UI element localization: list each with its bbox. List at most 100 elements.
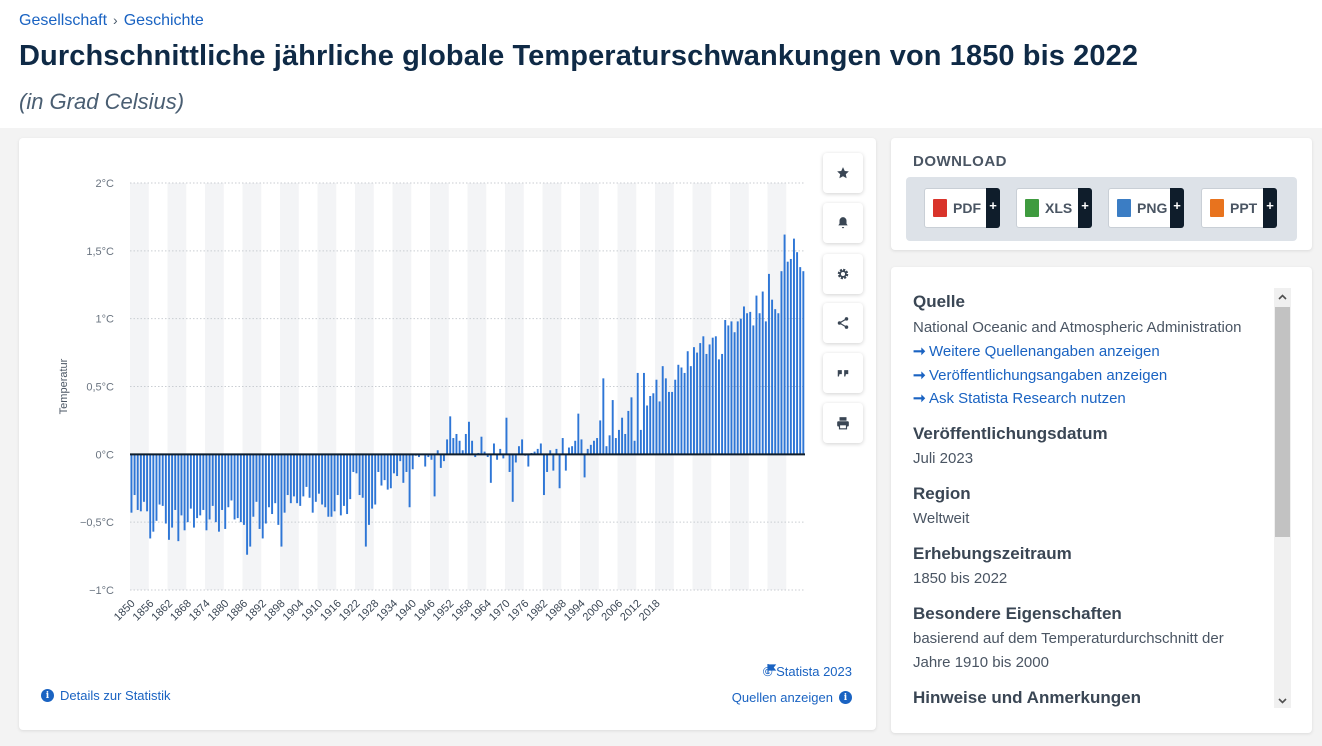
- bar-1865: [177, 454, 180, 542]
- more-sources-link[interactable]: ➞ Weitere Quellenangaben anzeigen: [913, 340, 1263, 364]
- sources-link[interactable]: Quellen anzeigen i: [732, 690, 852, 705]
- settings-button[interactable]: [823, 254, 863, 294]
- bar-1913: [327, 454, 330, 517]
- bar-1894: [268, 454, 270, 508]
- bar-2027: [683, 372, 686, 455]
- bar-1918: [343, 454, 345, 506]
- print-button[interactable]: [823, 403, 863, 443]
- publication-info-link[interactable]: ➞ Veröffentlichungsangaben anzeigen: [913, 364, 1263, 388]
- download-xls-button[interactable]: XLS +: [1016, 188, 1092, 228]
- more-sources-label: Weitere Quellenangaben anzeigen: [929, 343, 1160, 360]
- scrollbar-thumb[interactable]: [1275, 307, 1290, 537]
- bar-1855: [146, 454, 149, 512]
- y-tick-label: 0°C: [96, 449, 115, 461]
- download-bar: PDF + XLS + PNG + PPT +: [906, 177, 1297, 241]
- chart-band: [767, 183, 787, 590]
- bar-2026: [680, 367, 683, 455]
- breadcrumb-item-geschichte[interactable]: Geschichte: [123, 12, 204, 29]
- bar-1955: [458, 440, 461, 455]
- breadcrumb-item-gesellschaft[interactable]: Gesellschaft: [19, 12, 108, 29]
- plus-icon: +: [986, 188, 1000, 228]
- bar-2034: [705, 353, 708, 455]
- ask-research-link[interactable]: ➞ Ask Statista Research nutzen: [913, 387, 1263, 411]
- bar-1975: [521, 439, 524, 455]
- chart-band: [130, 183, 149, 590]
- bar-1897: [277, 454, 280, 525]
- arrow-right-icon: ➞: [913, 390, 926, 407]
- scroll-up-button[interactable]: [1274, 288, 1291, 305]
- info-content: Quelle National Oceanic and Atmospheric …: [913, 291, 1263, 709]
- bar-2022: [668, 391, 670, 455]
- bar-1914: [330, 454, 333, 517]
- page-subtitle: (in Grad Celsius): [19, 89, 185, 114]
- bar-2007: [621, 417, 624, 455]
- chart-band: [655, 183, 674, 590]
- bar-2021: [664, 378, 667, 455]
- chart-band: [242, 183, 262, 590]
- bar-1873: [202, 454, 205, 510]
- bar-2030: [693, 347, 695, 455]
- y-axis-title: Temperatur: [58, 358, 70, 414]
- bar-2011: [633, 440, 636, 455]
- details-link[interactable]: i Details zur Statistik: [41, 688, 171, 703]
- download-ppt-button[interactable]: PPT +: [1201, 188, 1277, 228]
- bar-1862: [168, 454, 170, 540]
- scroll-down-button[interactable]: [1274, 692, 1291, 709]
- bar-1994: [580, 439, 583, 455]
- bar-1965: [489, 454, 492, 483]
- download-png-button[interactable]: PNG +: [1108, 188, 1184, 228]
- bar-chart: 2°C1,5°C1°C0,5°C0°C−0,5°C−1°CTemperatur1…: [58, 178, 805, 624]
- bar-1872: [199, 454, 202, 516]
- bar-2043: [733, 332, 736, 455]
- download-title: DOWNLOAD: [913, 153, 1007, 170]
- bar-1936: [399, 454, 402, 462]
- bar-2044: [736, 321, 739, 455]
- x-tick-label: 2018: [637, 598, 663, 624]
- copyright-link[interactable]: © Statista 2023: [763, 664, 852, 679]
- bar-2035: [708, 344, 711, 455]
- bar-2000: [599, 420, 602, 455]
- y-tick-label: −1°C: [89, 585, 114, 597]
- bar-1966: [493, 443, 495, 455]
- download-pdf-button[interactable]: PDF +: [924, 188, 1000, 228]
- bar-2051: [758, 313, 761, 455]
- bar-1896: [274, 454, 277, 504]
- bar-2041: [727, 325, 730, 455]
- bar-1860: [161, 454, 164, 506]
- bar-1883: [233, 454, 236, 520]
- bar-1977: [527, 454, 530, 467]
- bar-1900: [286, 454, 289, 496]
- bar-2019: [658, 401, 661, 455]
- bar-2050: [755, 295, 758, 455]
- bar-1901: [289, 454, 292, 504]
- bar-2054: [768, 273, 770, 455]
- cite-button[interactable]: [823, 353, 863, 393]
- bar-1910: [318, 454, 320, 494]
- bar-1997: [589, 444, 592, 455]
- bar-1972: [511, 454, 514, 502]
- bar-2062: [793, 238, 795, 455]
- bar-1991: [571, 446, 574, 455]
- notification-button[interactable]: [823, 203, 863, 243]
- bar-1866: [180, 454, 183, 516]
- bar-2017: [652, 393, 655, 455]
- bookmark-button[interactable]: [823, 153, 863, 193]
- share-button[interactable]: [823, 303, 863, 343]
- bar-1939: [408, 454, 411, 508]
- bar-1942: [418, 454, 420, 458]
- header: Gesellschaft › Geschichte Durchschnittlich…: [0, 0, 1322, 128]
- bar-2005: [614, 438, 617, 455]
- bar-1854: [143, 454, 145, 502]
- special-value-line1: basierend auf dem Temperaturdurchschnitt…: [913, 629, 1224, 647]
- bar-2052: [761, 291, 764, 455]
- bar-2058: [780, 271, 783, 455]
- plus-icon: +: [1078, 188, 1092, 228]
- bar-1937: [402, 454, 405, 483]
- bar-1898: [280, 454, 283, 547]
- bar-1949: [439, 454, 442, 468]
- bar-1940: [411, 454, 414, 470]
- bar-1968: [499, 448, 502, 455]
- bar-2009: [627, 410, 630, 455]
- bar-1928: [374, 454, 377, 505]
- bar-1993: [577, 413, 580, 455]
